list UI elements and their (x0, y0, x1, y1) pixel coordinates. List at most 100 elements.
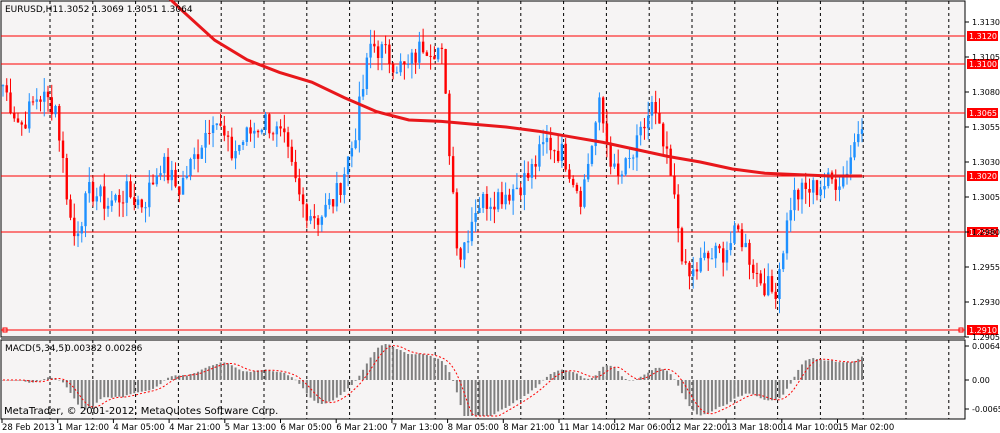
pane-separator[interactable] (1, 337, 965, 340)
candle-body (808, 188, 811, 193)
candle-body (729, 243, 732, 251)
candle-body (1, 85, 5, 87)
candle-body (245, 127, 249, 142)
macd-bar (92, 380, 95, 406)
candle-body (857, 134, 860, 143)
candle-body (451, 156, 455, 193)
candle-body (320, 216, 324, 225)
macd-bar (568, 371, 571, 380)
candle-body (714, 245, 717, 259)
candle-body (425, 52, 429, 56)
candle-body (208, 132, 211, 134)
macd-bar (39, 380, 42, 381)
macd-bar (437, 358, 440, 380)
macd-bar (380, 345, 383, 380)
candle-body (665, 146, 669, 149)
level-label: 1.3100 (969, 60, 997, 69)
macd-bar (332, 380, 335, 401)
candle-body (373, 43, 376, 47)
candle-body (583, 179, 586, 207)
macd-bar (24, 380, 27, 382)
macd-bar (613, 367, 616, 380)
candle-body (853, 142, 856, 158)
watermark: MetaTrader, © 2001-2012, MetaQuotes Soft… (4, 406, 278, 417)
macd-bar (733, 380, 736, 399)
macd-bar (65, 380, 68, 388)
candle-body (395, 72, 399, 74)
candle-body (118, 194, 121, 203)
macd-bar (238, 369, 241, 380)
level-handle-right[interactable] (958, 327, 964, 333)
macd-bar (324, 380, 327, 404)
candle-body (628, 157, 631, 159)
macd-bar (605, 365, 608, 380)
macd-bar (448, 372, 451, 380)
macd-bar (523, 380, 526, 396)
candle-body (797, 189, 800, 200)
macd-bar (407, 354, 410, 380)
macd-bar (107, 380, 110, 398)
macd-bar (339, 380, 342, 396)
macd-bar (587, 378, 590, 380)
candle-body (369, 43, 372, 58)
macd-bar (793, 376, 796, 380)
candle-body (834, 179, 837, 190)
main-chart-area[interactable] (0, 0, 966, 338)
macd-bar (812, 358, 815, 380)
level-label: 1.2980 (969, 228, 997, 237)
macd-bar (617, 371, 620, 380)
candle-body (50, 97, 53, 115)
macd-bar (707, 380, 710, 414)
macd-bar (260, 370, 263, 380)
candle-body (58, 105, 61, 141)
macd-bar (369, 357, 372, 380)
candle-body (84, 193, 87, 227)
candle-body (556, 150, 560, 162)
macd-bar (230, 365, 233, 380)
macd-bar (320, 380, 323, 404)
candle-body (549, 137, 552, 151)
macd-bar (272, 371, 275, 380)
macd-bar (395, 349, 398, 380)
candle-body (609, 142, 612, 167)
macd-bar (283, 372, 286, 380)
macd-bar (647, 372, 650, 380)
macd-bar (200, 369, 203, 380)
candle-body (13, 112, 16, 119)
macd-bar (560, 369, 563, 380)
candle-body (391, 63, 395, 73)
macd-bar (782, 380, 785, 395)
macd-bar (583, 378, 586, 380)
macd-bar (58, 379, 61, 381)
candle-body (767, 276, 770, 296)
macd-bar (350, 380, 353, 385)
macd-bar (808, 359, 811, 380)
candle-body (290, 146, 294, 162)
candle-body (541, 142, 545, 145)
level-handle-left[interactable] (2, 327, 8, 333)
macd-bar (459, 380, 462, 406)
level-label: 1.3120 (969, 32, 997, 41)
macd-bar (388, 344, 391, 380)
macd-bar (624, 378, 627, 380)
candle-body (680, 228, 684, 262)
candle-body (849, 157, 852, 174)
macd-bar (193, 373, 196, 380)
moving-average-line (168, 0, 862, 178)
macd-bar (759, 380, 762, 399)
macd-bar (857, 358, 860, 380)
macd-bar (189, 373, 192, 380)
macd-bar (557, 370, 560, 380)
macd-bar (553, 372, 556, 380)
candle-body (658, 113, 661, 124)
candle-body (28, 101, 31, 129)
macd-bar (714, 380, 717, 410)
macd-bar (335, 380, 338, 398)
macd-bar (684, 380, 687, 400)
candle-body (793, 189, 796, 211)
candle-body (106, 205, 110, 209)
macd-bar (155, 380, 158, 387)
candle-body (534, 164, 537, 167)
macd-bar (208, 366, 211, 380)
